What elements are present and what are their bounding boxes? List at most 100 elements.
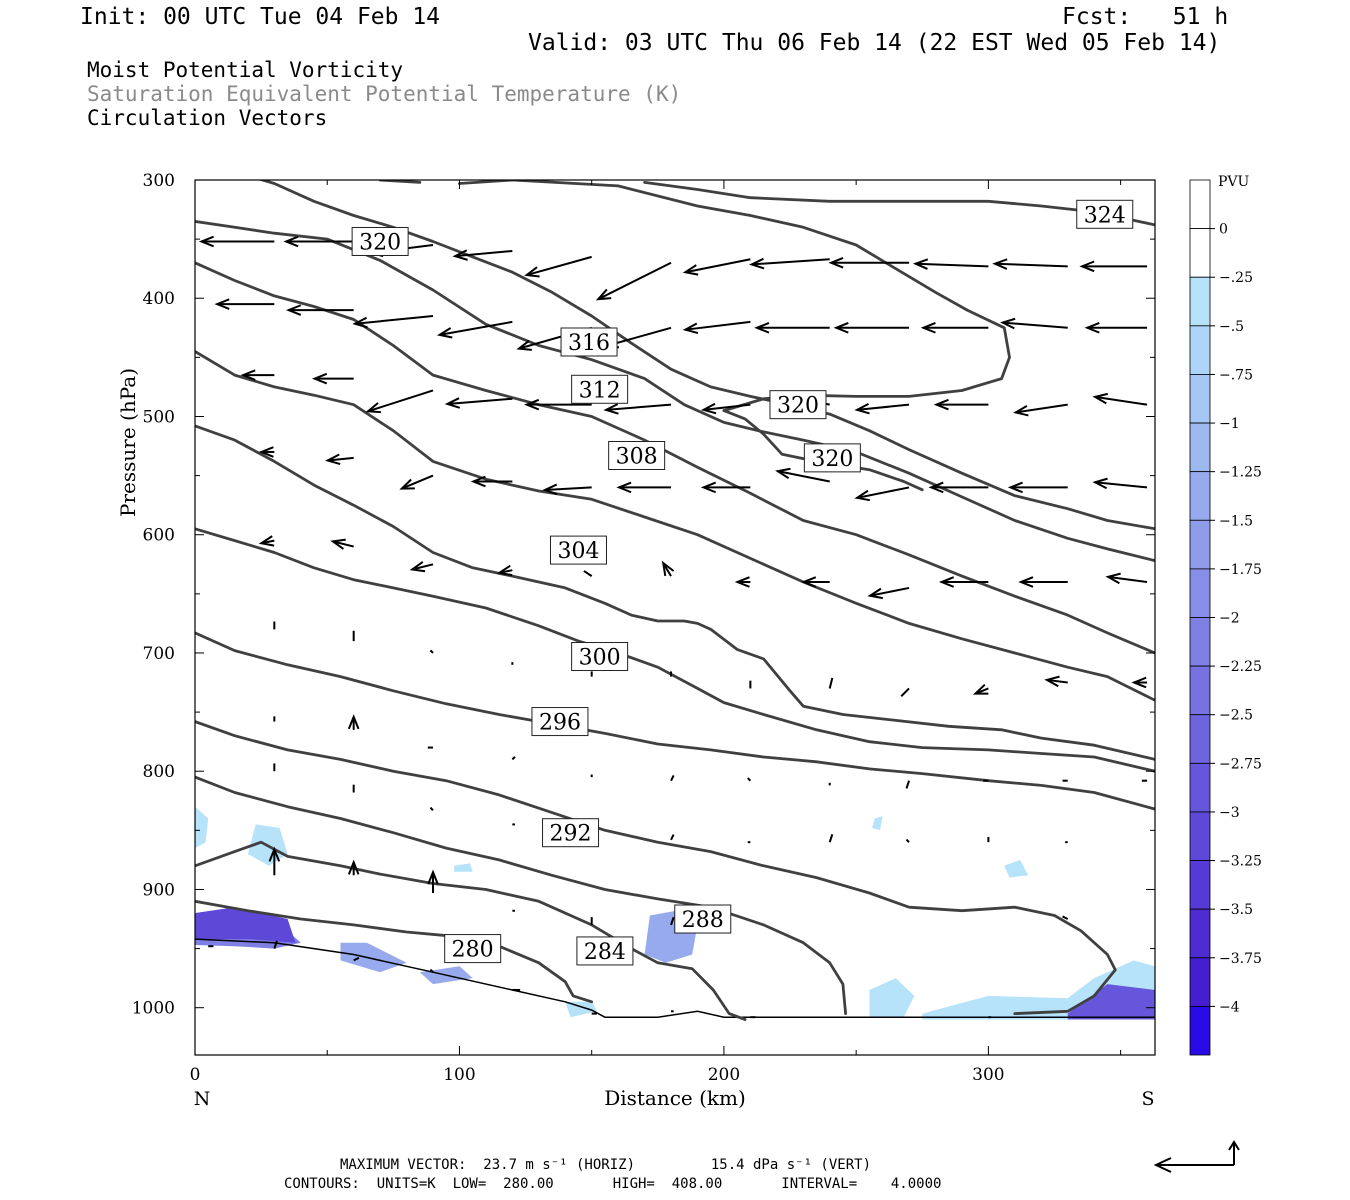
theta-es-contour-292	[195, 720, 1117, 1015]
pv-shading-region	[869, 978, 915, 1018]
circulation-vector	[311, 372, 354, 385]
y-tick-label: 300	[143, 171, 175, 191]
colorbar-swatch	[1189, 471, 1211, 521]
contour-label: 320	[803, 443, 861, 473]
circulation-vector	[1062, 915, 1069, 920]
colorbar-label: −1.5	[1219, 513, 1253, 529]
pv-shading-region	[565, 1001, 597, 1018]
circulation-vector	[583, 570, 593, 577]
circulation-vector	[444, 397, 513, 409]
pv-shading-region	[195, 806, 209, 849]
colorbar-label: −.25	[1219, 270, 1253, 286]
circulation-vector	[429, 806, 434, 811]
circulation-vector	[365, 389, 434, 414]
colorbar-swatch	[1189, 665, 1211, 716]
circulation-vector	[992, 258, 1068, 270]
circulation-vector	[429, 649, 434, 654]
field-title-mpv: Moist Potential Vorticity	[87, 58, 404, 82]
circulation-vector	[399, 474, 434, 490]
contour-label: 320	[769, 390, 827, 420]
pv-shading-region	[1004, 859, 1029, 878]
colorbar-label: −2.25	[1219, 659, 1262, 675]
y-tick-label: 900	[143, 880, 175, 900]
svg-text:280: 280	[452, 938, 494, 963]
pv-shading-region	[454, 863, 473, 872]
circulation-vector	[198, 235, 275, 248]
circulation-vector	[828, 834, 834, 843]
circulation-vector	[1092, 477, 1148, 490]
circulation-vector	[801, 576, 830, 588]
circulation-vector	[285, 304, 354, 316]
contour-label: 300	[571, 642, 629, 672]
circulation-vector	[268, 846, 281, 876]
theta-es-contour-288	[195, 775, 847, 1015]
colorbar-label: −3.25	[1219, 854, 1262, 870]
contour-label: 280	[444, 934, 502, 964]
circulation-vector	[258, 446, 275, 458]
contour-label: 324	[1076, 199, 1134, 229]
circulation-vector	[1000, 317, 1068, 330]
colorbar-swatch	[1189, 228, 1211, 278]
colorbar-label: −2.75	[1219, 756, 1262, 772]
colorbar-swatch	[1189, 811, 1211, 861]
pv-shading-region	[1067, 984, 1155, 1020]
circulation-vector	[595, 261, 672, 301]
circulation-vector	[1044, 675, 1068, 688]
x-tick-label: 200	[708, 1065, 740, 1085]
circulation-vector	[920, 322, 989, 334]
pv-shading-region	[340, 942, 407, 973]
contour-label: 304	[549, 535, 607, 565]
circulation-vector	[1018, 576, 1068, 588]
colorbar-label: −3.5	[1219, 902, 1253, 918]
colorbar-label: −3.75	[1219, 951, 1262, 967]
colorbar-swatch	[1189, 374, 1211, 424]
colorbar-swatch	[1189, 714, 1211, 764]
circulation-vector	[670, 834, 675, 841]
circulation-vector	[749, 257, 830, 270]
contour-label: 316	[560, 327, 618, 357]
pv-shading-region	[195, 907, 296, 943]
circulation-vector	[905, 780, 910, 789]
circulation-vector	[427, 869, 439, 894]
colorbar-label: −4	[1219, 999, 1240, 1015]
colorbar-label: −1	[1219, 416, 1240, 432]
circulation-vector	[436, 320, 513, 339]
circulation-vector	[661, 560, 675, 577]
colorbar-swatch	[1189, 617, 1211, 667]
circulation-vector	[900, 687, 910, 697]
contour-label: 296	[531, 707, 589, 737]
circulation-vector	[747, 777, 752, 782]
colorbar-label: −1.25	[1219, 465, 1262, 481]
circulation-vector	[867, 586, 910, 600]
theta-es-contour-308	[195, 350, 1155, 702]
svg-text:300: 300	[579, 646, 621, 671]
colorbar-label: −2.5	[1219, 708, 1253, 724]
circulation-vector	[682, 320, 751, 335]
colorbar-label: −3	[1219, 805, 1240, 821]
init-time: Init: 00 UTC Tue 04 Feb 14	[80, 4, 441, 30]
theta-es-contour-300	[195, 527, 1155, 773]
ground-line	[195, 938, 1155, 1018]
circulation-vector	[734, 576, 751, 588]
theta-es-contour-312	[195, 261, 1155, 655]
circulation-vector	[854, 402, 910, 415]
circulation-vector	[258, 535, 275, 547]
circulation-vector	[524, 255, 592, 278]
south-label: S	[1141, 1088, 1154, 1110]
circulation-vector	[670, 916, 675, 926]
svg-text:284: 284	[584, 940, 626, 965]
colorbar-swatch	[1189, 325, 1211, 375]
circulation-vector	[409, 561, 434, 573]
forecast-hour: Fcst: 51 h	[1062, 4, 1229, 30]
plot-frame	[194, 179, 1156, 1056]
circulation-vector	[1007, 481, 1068, 494]
theta-es-contour-296	[195, 631, 1155, 811]
theta-es-contour-304	[195, 424, 1155, 761]
circulation-vector	[470, 475, 513, 488]
circulation-vector	[1131, 676, 1148, 689]
circulation-vector	[330, 538, 354, 550]
reference-vector	[1153, 1140, 1240, 1173]
circulation-vector	[670, 775, 675, 782]
circulation-vector	[273, 940, 278, 949]
theta-es-contour-320	[458, 180, 1011, 413]
